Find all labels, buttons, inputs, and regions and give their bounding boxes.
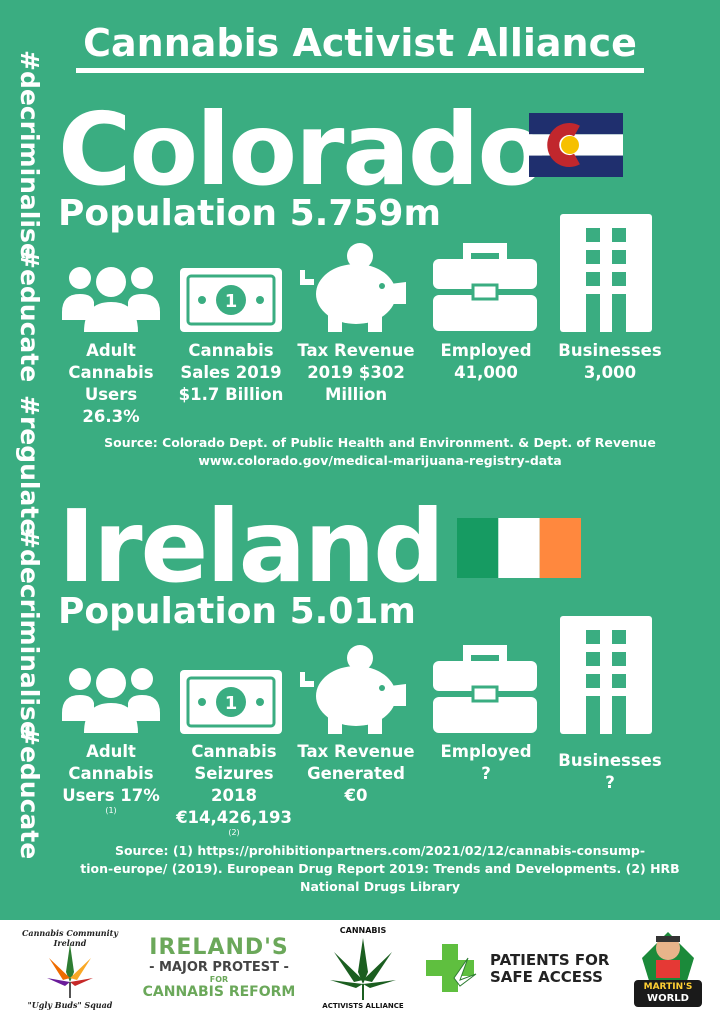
ireland-source: Source: (1) https://prohibitionpartners.… — [80, 843, 680, 894]
banknote-icon: 1 — [180, 268, 282, 332]
colorado-stat-businesses: Businesses 3,000 — [558, 341, 662, 382]
hashtag-educate-1: #educate — [15, 248, 44, 383]
logo-patients-for-safe-access: PATIENTS FOR SAFE ACCESS — [424, 944, 614, 994]
ireland-title: Ireland — [58, 488, 445, 605]
ireland-stat-businesses: Businesses ? — [558, 751, 662, 792]
hashtag-educate-2: #educate — [15, 725, 44, 860]
ireland-stat-employed: Employed ? — [440, 742, 532, 783]
ireland-stat-seizures: Cannabis Seizures 2018 €14,426,193 (2) — [176, 742, 292, 837]
superhero-character-icon — [642, 932, 694, 984]
ireland-stat-users: Adult Cannabis Users 17% (1) — [62, 742, 160, 815]
briefcase-icon — [433, 243, 537, 331]
colorado-stat-tax: Tax Revenue 2019 $302 Million — [297, 341, 415, 404]
building-icon — [560, 214, 652, 332]
hashtag-decriminalise-1: #decriminalise — [15, 50, 44, 260]
colorado-stat-employed: Employed 41,000 — [440, 341, 532, 382]
cannabis-leaf-icon — [47, 944, 93, 998]
hashtag-regulate: #regulate — [15, 395, 44, 536]
colorado-source: Source: Colorado Dept. of Public Health … — [104, 435, 656, 468]
piggy-bank-icon — [300, 645, 406, 734]
logo-irelands-major-protest: IRELAND'S - MAJOR PROTEST - FOR CANNABIS… — [142, 935, 296, 1001]
svg-text:1: 1 — [225, 693, 238, 714]
colorado-title: Colorado — [58, 91, 546, 208]
banknote-icon: 1 — [180, 670, 282, 734]
colorado-flag-icon — [529, 113, 623, 177]
building-icon — [560, 616, 652, 734]
cannabis-leaf-icon — [330, 938, 396, 1000]
users-icon — [62, 267, 160, 332]
footer-logos: Cannabis Community Ireland "Ugly Buds" S… — [0, 920, 720, 1021]
medical-cross-leaf-icon — [426, 944, 477, 992]
colorado-stat-users: Adult Cannabis Users 26.3% — [68, 341, 154, 426]
users-icon — [62, 668, 160, 733]
page-title: Cannabis Activist Alliance — [83, 21, 637, 65]
ireland-population: Population 5.01m — [58, 591, 416, 632]
briefcase-icon — [433, 645, 537, 733]
header: Cannabis Activist Alliance — [70, 20, 650, 66]
hashtag-decriminalise-2: #decriminalise — [15, 528, 44, 738]
logo-martins-world: MARTIN'S WORLD — [628, 928, 708, 1016]
ireland-flag-icon — [457, 518, 581, 578]
logo-cannabis-community-ireland: Cannabis Community Ireland "Ugly Buds" S… — [22, 928, 118, 1010]
side-hashtags: #decriminalise #educate #regulate #decri… — [8, 50, 44, 870]
svg-text:1: 1 — [225, 291, 238, 312]
martins-world-badge: MARTIN'S WORLD — [634, 980, 702, 1007]
ireland-stat-tax: Tax Revenue Generated €0 — [297, 742, 415, 805]
piggy-bank-icon — [300, 243, 406, 332]
logo-cannabis-activists-alliance: CANNABIS ACTIVISTS ALLIANCE — [322, 926, 404, 1010]
header-underline — [76, 68, 644, 73]
colorado-population: Population 5.759m — [58, 193, 441, 234]
colorado-stat-sales: Cannabis Sales 2019 $1.7 Billion — [178, 341, 284, 404]
